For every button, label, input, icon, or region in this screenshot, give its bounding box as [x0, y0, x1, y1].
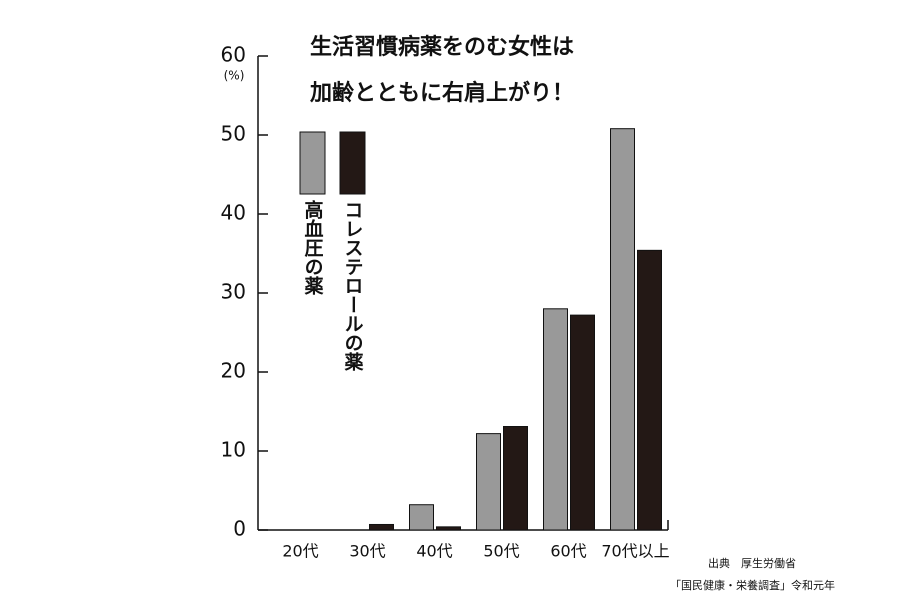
bar [476, 433, 501, 531]
y-unit: (%) [224, 69, 245, 83]
bar [369, 523, 394, 531]
legend-swatch [299, 131, 326, 195]
bar [409, 504, 434, 531]
y-tick-label: 10 [221, 438, 246, 462]
legend-label: 高血圧の薬 [302, 199, 325, 296]
y-tick-label: 20 [221, 359, 246, 383]
y-tick-label: 0 [233, 517, 246, 541]
bar [637, 249, 662, 531]
bar [570, 314, 595, 531]
x-tick-label: 30代 [349, 542, 385, 561]
x-tick-label: 50代 [483, 542, 519, 561]
bar [610, 128, 635, 531]
x-tick-label: 60代 [550, 542, 586, 561]
bar [543, 308, 568, 531]
y-tick-label: 30 [221, 280, 246, 304]
source: 出典 厚生労働省 [708, 556, 796, 570]
source: 「国民健康・栄養調査」令和元年 [670, 578, 835, 592]
legend-label: コレステロールの薬 [342, 200, 365, 372]
chart-title: 加齢とともに右肩上がり！ [309, 80, 574, 106]
x-tick-label: 70代以上 [601, 542, 669, 561]
x-tick-label: 20代 [282, 542, 318, 561]
chart-title: 生活習慣病薬をのむ女性は [310, 34, 574, 60]
bar [436, 526, 461, 531]
x-tick-label: 40代 [416, 542, 452, 561]
y-tick-label: 50 [221, 122, 246, 146]
y-tick-label: 60 [221, 43, 246, 67]
bar [503, 426, 528, 531]
y-tick-label: 40 [221, 201, 246, 225]
legend-swatch [339, 131, 366, 195]
